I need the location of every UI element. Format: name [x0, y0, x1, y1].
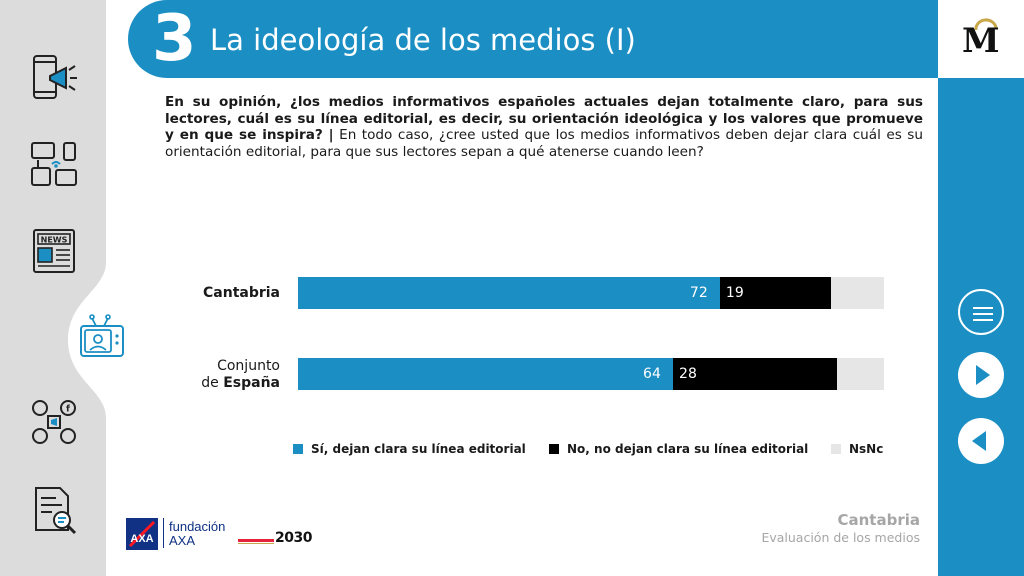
- prev-icon: [972, 431, 986, 451]
- nav-item-tv-active[interactable]: [76, 312, 128, 364]
- section-number: 3: [152, 2, 197, 76]
- category-label-1-bold: España: [223, 375, 280, 391]
- brand-logo: M: [962, 21, 1000, 61]
- question-main: En su opinión, ¿los medios informativos …: [165, 94, 923, 143]
- next-icon: [976, 365, 990, 385]
- header-bar: 3 La ideología de los medios (I): [128, 0, 938, 78]
- document-search-icon: [35, 487, 77, 535]
- legend-swatch-nsnc: [831, 444, 841, 454]
- agenda-2030-logo: [238, 530, 308, 546]
- logo-box: [938, 0, 1024, 78]
- svg-text:AXA: AXA: [130, 533, 153, 545]
- legend-item-si: Sí, dejan clara su línea editorial: [293, 442, 526, 456]
- bar-segment-0-1: [719, 277, 832, 309]
- page-title: La ideología de los medios (I): [210, 23, 636, 57]
- tv-presenter-icon: [80, 314, 124, 357]
- bar-label-0-0: 72: [689, 285, 708, 301]
- nav-item-social[interactable]: f: [28, 396, 80, 448]
- sponsor-text-line1: fundación: [169, 519, 226, 534]
- agenda-2030-number: 2030: [275, 530, 312, 546]
- sponsor-divider: [163, 518, 164, 548]
- footer-region: Cantabria: [837, 511, 921, 529]
- newspaper-icon: NEWS: [33, 229, 75, 273]
- social-media-icon: f: [32, 400, 76, 444]
- devices-icon: [31, 142, 77, 186]
- axa-logo-icon: AXA: [128, 520, 156, 548]
- svg-text:NEWS: NEWS: [41, 236, 68, 245]
- bar-segment-0-0: [298, 277, 720, 309]
- agenda-2030-strip-icon: [238, 539, 274, 544]
- bar-label-1-0: 64: [643, 366, 661, 382]
- category-label-1: Conjunto de España: [160, 358, 280, 392]
- bar-label-1-1: 28: [679, 366, 697, 382]
- menu-button[interactable]: [958, 289, 1004, 335]
- nav-item-newspaper[interactable]: NEWS: [28, 224, 80, 276]
- menu-icon: [973, 307, 993, 321]
- svg-text:f: f: [66, 405, 70, 415]
- phone-megaphone-icon: [33, 55, 77, 99]
- bar-label-0-1: 19: [725, 285, 744, 301]
- right-rail: [938, 0, 1024, 576]
- legend-swatch-no: [549, 444, 559, 454]
- stacked-bar-chart: Cantabria Conjunto de España 72 19 64 28 Sí…: [160, 262, 920, 472]
- nav-item-devices[interactable]: [28, 140, 80, 192]
- nav-item-phone[interactable]: [28, 52, 80, 104]
- nav-item-document[interactable]: [28, 484, 80, 536]
- category-label-1-line2: de: [201, 375, 224, 391]
- bar-segment-1-0: [298, 358, 674, 390]
- legend-item-nsnc: NsNc: [831, 442, 883, 456]
- sidebar: NEWS: [0, 0, 124, 576]
- prev-button[interactable]: [958, 418, 1004, 464]
- next-button[interactable]: [958, 352, 1004, 398]
- sponsor-text-line2: AXA: [169, 533, 196, 548]
- legend-label-no: No, no dejan clara su línea editorial: [567, 442, 809, 456]
- sidebar-background: [0, 0, 106, 576]
- category-label-1-line1: Conjunto: [217, 358, 280, 374]
- category-label-0-bold: Cantabria: [203, 285, 280, 301]
- legend-swatch-si: [293, 444, 303, 454]
- bar-segment-1-1: [673, 358, 838, 390]
- category-label-0: Cantabria: [160, 285, 280, 302]
- legend-item-no: No, no dejan clara su línea editorial: [549, 442, 808, 456]
- bar-segment-1-2: [837, 358, 884, 390]
- survey-question: En su opinión, ¿los medios informativos …: [165, 94, 923, 160]
- bar-segment-0-2: [831, 277, 884, 309]
- legend-label-nsnc: NsNc: [849, 442, 884, 456]
- question-secondary: En todo caso, ¿cree usted que los medios…: [165, 127, 923, 160]
- legend-label-si: Sí, dejan clara su línea editorial: [311, 442, 526, 456]
- logo-arc-icon: [974, 18, 998, 31]
- axa-logo: AXA: [126, 518, 158, 550]
- footer-subtitle: Evaluación de los medios: [761, 530, 920, 545]
